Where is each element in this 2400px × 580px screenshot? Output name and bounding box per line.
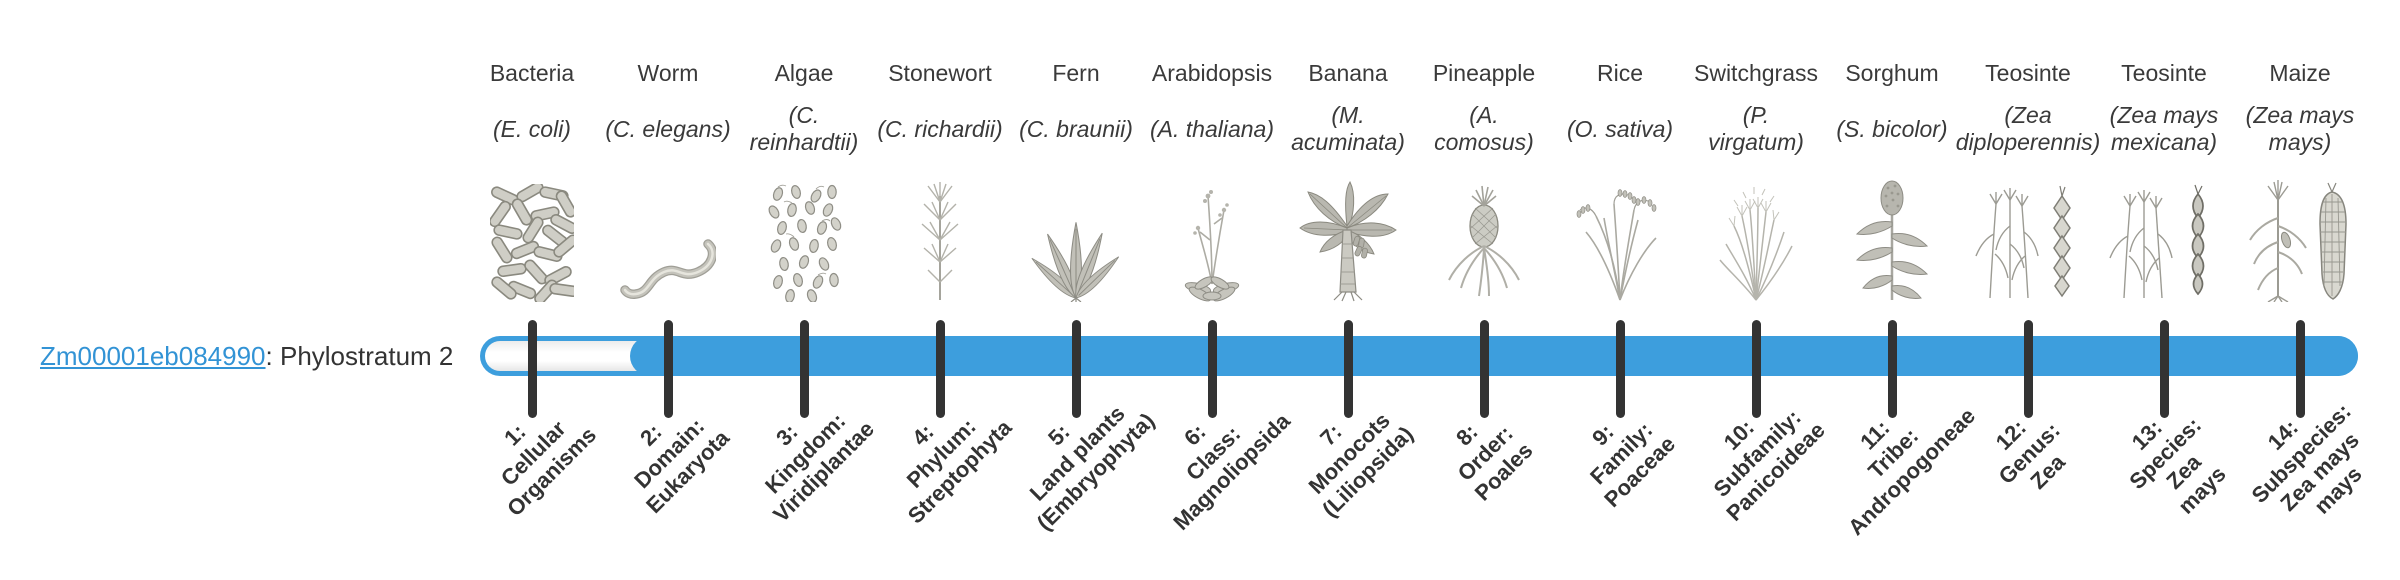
- rice-icon: [1550, 170, 1690, 302]
- maize-icon: [2230, 170, 2370, 302]
- phylostrata-bar: [480, 336, 2358, 376]
- phylostratum-tick: [1615, 320, 1625, 418]
- banana-icon: [1278, 170, 1418, 302]
- phylostratum-tick: [663, 320, 673, 418]
- organism-label: Bacteria (E. coli): [457, 58, 607, 158]
- bacteria-icon: [462, 170, 602, 302]
- organism-species-name: (A. comosus): [1434, 102, 1534, 155]
- organism-common-name: Arabidopsis: [1151, 60, 1273, 86]
- organism-label: Teosinte (Zea mays mexicana): [2089, 58, 2239, 158]
- organism-label: Rice (O. sativa): [1545, 58, 1695, 158]
- organism-common-name: Switchgrass: [1694, 60, 1818, 86]
- organism-species-name: (C. braunii): [1019, 115, 1133, 142]
- organism-species-name: (Zea mays mays): [2245, 102, 2355, 155]
- fern-icon: [1006, 170, 1146, 302]
- algae-icon: [734, 170, 874, 302]
- gene-annotation: : Phylostratum 2: [265, 341, 454, 371]
- phylostratum-tick: [527, 320, 537, 418]
- organism-common-name: Banana: [1308, 60, 1388, 86]
- organism-species-name: (Zea diploperennis): [1955, 102, 2101, 155]
- phylostratum-tick: [1207, 320, 1217, 418]
- organism-common-name: Maize: [2269, 60, 2331, 86]
- gene-label: Zm00001eb084990: Phylostratum 2: [40, 338, 453, 374]
- organism-common-name: Teosinte: [1985, 60, 2071, 86]
- organism-species-name: (C. elegans): [605, 115, 731, 142]
- organism-species-name: (C. richardii): [877, 115, 1003, 142]
- organism-common-name: Fern: [1052, 60, 1100, 86]
- bar-fill: [630, 336, 2358, 376]
- pineapple-icon: [1414, 170, 1554, 302]
- organism-species-name: (Zea mays mexicana): [2109, 102, 2219, 155]
- phylostratum-tick: [2159, 320, 2169, 418]
- organism-species-name: (P. virgatum): [1708, 102, 1804, 155]
- organism-label: Worm (C. elegans): [593, 58, 743, 158]
- organism-label: Arabidopsis (A. thaliana): [1137, 58, 1287, 158]
- phylostratum-tick: [1887, 320, 1897, 418]
- organism-label: Banana (M. acuminata): [1273, 58, 1423, 158]
- phylostratum-tick: [1479, 320, 1489, 418]
- organism-species-name: (C. reinhardtii): [749, 102, 859, 155]
- organism-label: Stonewort (C. richardii): [865, 58, 1015, 158]
- phylostratum-tick: [1071, 320, 1081, 418]
- organism-common-name: Rice: [1596, 60, 1643, 86]
- stonewort-icon: [870, 170, 1010, 302]
- organism-common-name: Sorghum: [1845, 60, 1939, 86]
- organism-label: Maize (Zea mays mays): [2225, 58, 2375, 158]
- organism-common-name: Worm: [637, 60, 699, 86]
- organism-species-name: (S. bicolor): [1836, 115, 1948, 142]
- phylostratum-tick: [2023, 320, 2033, 418]
- phylostratum-tick: [1343, 320, 1353, 418]
- organism-label: Algae (C. reinhardtii): [729, 58, 879, 158]
- bar-unfilled-track: [485, 341, 655, 371]
- organism-species-name: (A. thaliana): [1149, 115, 1274, 142]
- arabidopsis-icon: [1142, 170, 1282, 302]
- gene-link[interactable]: Zm00001eb084990: [40, 341, 266, 371]
- organism-common-name: Algae: [774, 60, 834, 86]
- worm-icon: [598, 170, 738, 302]
- phylostratum-tick-label: 14: Subspecies: Zea mays mays: [2246, 398, 2367, 519]
- organism-species-name: (E. coli): [493, 115, 571, 142]
- sorghum-icon: [1822, 170, 1962, 302]
- phylostratum-tick-label: 13: Species: Zea mays: [2124, 412, 2231, 519]
- organism-common-name: Bacteria: [489, 60, 575, 86]
- organism-common-name: Teosinte: [2121, 60, 2207, 86]
- organism-common-name: Pineapple: [1432, 60, 1536, 86]
- switchgrass-icon: [1686, 170, 1826, 302]
- organism-species-name: (O. sativa): [1566, 115, 1674, 142]
- organism-label: Fern (C. braunii): [1001, 58, 1151, 158]
- organism-label: Teosinte (Zea diploperennis): [1953, 58, 2103, 158]
- phylostratum-tick: [935, 320, 945, 418]
- phylostratum-tick: [1751, 320, 1761, 418]
- organism-label: Switchgrass (P. virgatum): [1681, 58, 1831, 158]
- organism-species-name: (M. acuminata): [1291, 102, 1405, 155]
- organism-common-name: Stonewort: [888, 60, 992, 86]
- phylostratum-tick: [2295, 320, 2305, 418]
- teosinte-mexicana-icon: [2094, 170, 2234, 302]
- phylostratum-tick: [799, 320, 809, 418]
- organism-label: Pineapple (A. comosus): [1409, 58, 1559, 158]
- teosinte-diploperennis-icon: [1958, 170, 2098, 302]
- organism-label: Sorghum (S. bicolor): [1817, 58, 1967, 158]
